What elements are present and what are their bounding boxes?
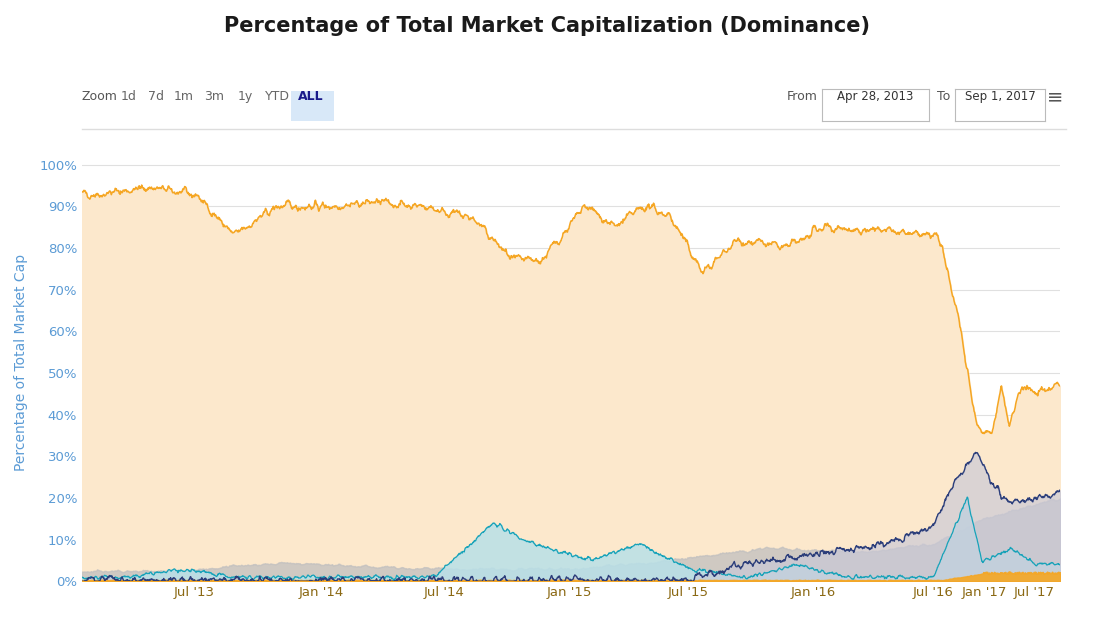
- Text: Apr 28, 2013: Apr 28, 2013: [837, 91, 914, 103]
- Text: 1y: 1y: [237, 91, 252, 103]
- Text: YTD: YTD: [266, 91, 290, 103]
- Text: 1d: 1d: [121, 91, 137, 103]
- Text: To: To: [937, 91, 950, 103]
- Text: ALL: ALL: [297, 91, 324, 103]
- Text: ≡: ≡: [1047, 88, 1062, 106]
- Text: Percentage of Total Market Capitalization (Dominance): Percentage of Total Market Capitalizatio…: [223, 16, 870, 36]
- Text: 1m: 1m: [174, 91, 193, 103]
- Text: From: From: [787, 91, 818, 103]
- Text: Zoom: Zoom: [82, 91, 118, 103]
- Text: 7d: 7d: [149, 91, 164, 103]
- Text: 3m: 3m: [204, 91, 224, 103]
- Y-axis label: Percentage of Total Market Cap: Percentage of Total Market Cap: [14, 254, 28, 471]
- Text: Sep 1, 2017: Sep 1, 2017: [965, 91, 1035, 103]
